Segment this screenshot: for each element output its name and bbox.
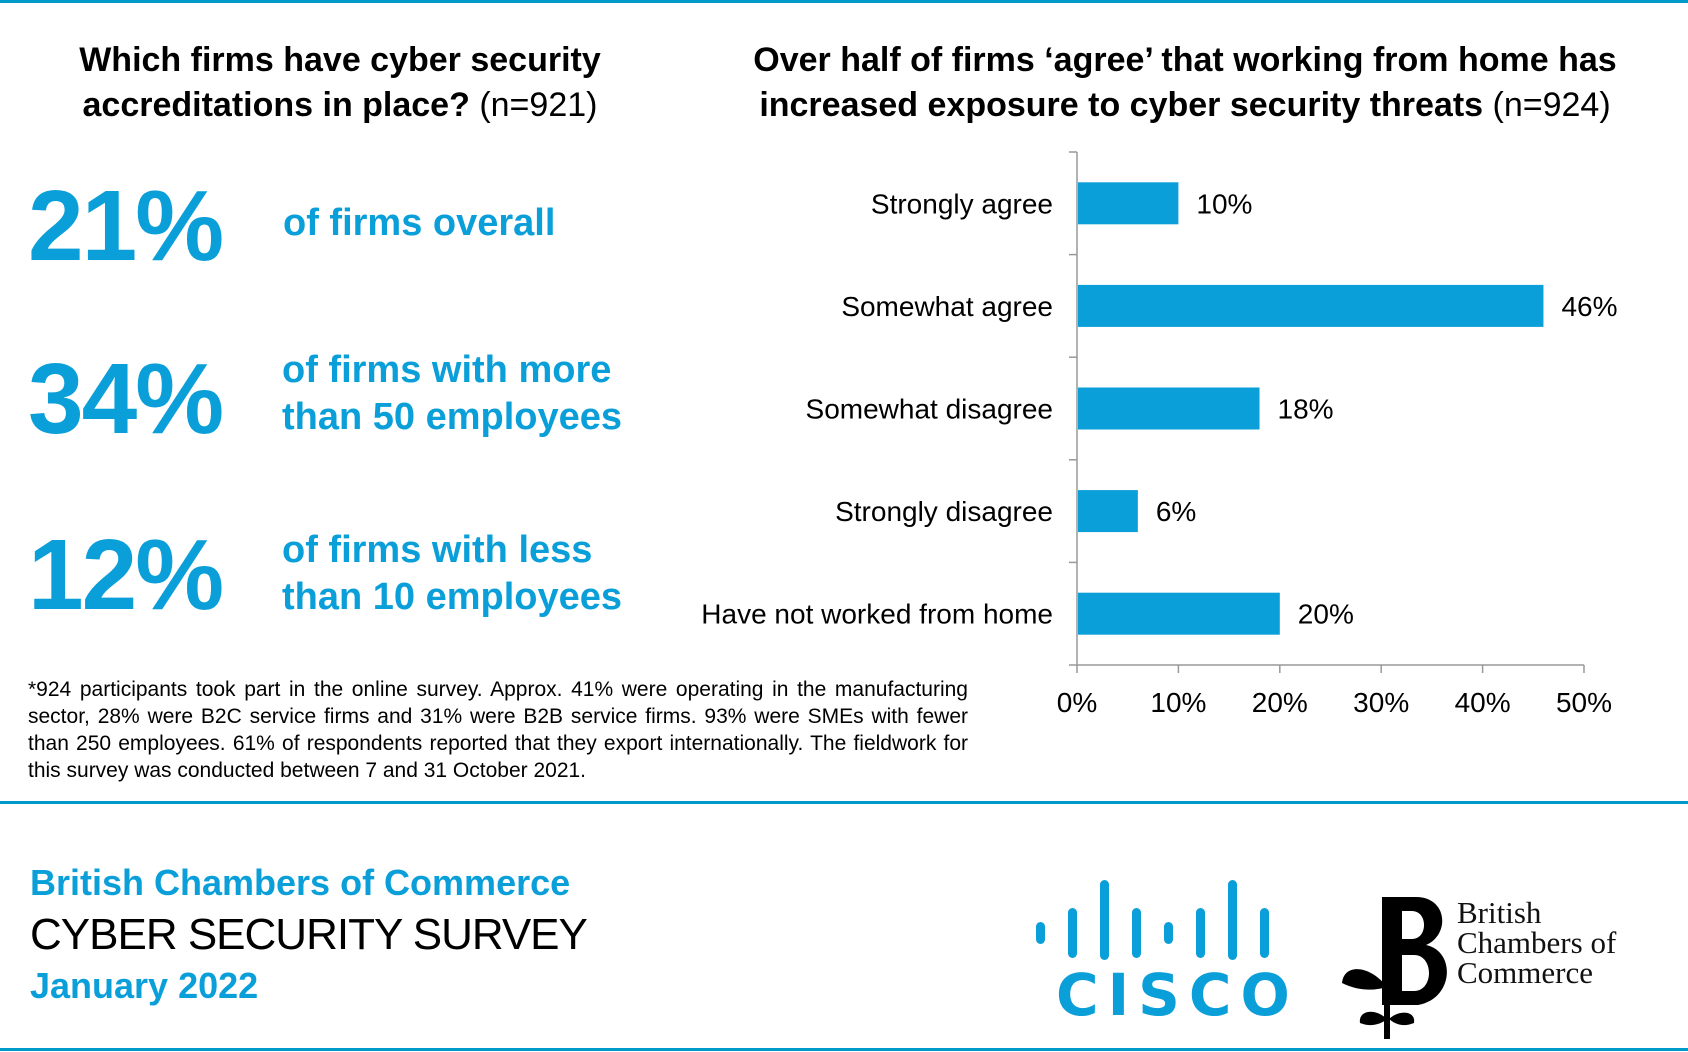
bcc-logo: British Chambers of Commerce bbox=[1340, 895, 1670, 1045]
data-label: 20% bbox=[1298, 599, 1354, 630]
x-tick-label: 50% bbox=[1556, 687, 1612, 718]
bcc-logo-text: British Chambers of Commerce bbox=[1457, 895, 1617, 990]
middle-rule bbox=[0, 801, 1688, 804]
bar bbox=[1078, 182, 1179, 225]
data-label: 10% bbox=[1196, 188, 1252, 219]
bar bbox=[1078, 592, 1280, 635]
category-label: Somewhat agree bbox=[841, 291, 1053, 322]
chart-title: Over half of firms ‘agree’ that working … bbox=[690, 38, 1680, 128]
top-rule bbox=[0, 0, 1688, 3]
cisco-wordmark: CISCO bbox=[1056, 961, 1299, 1029]
stat-large-firms-value: 34% bbox=[28, 343, 224, 455]
stat-small-firms-value: 12% bbox=[28, 519, 224, 631]
data-label: 18% bbox=[1278, 394, 1334, 425]
left-panel-title: Which firms have cyber security accredit… bbox=[20, 38, 660, 128]
category-label: Have not worked from home bbox=[701, 599, 1053, 630]
data-label: 46% bbox=[1561, 291, 1617, 322]
cisco-bars-icon bbox=[1036, 880, 1269, 960]
category-label: Strongly disagree bbox=[835, 496, 1053, 527]
stat-overall-label: of firms overall bbox=[283, 202, 556, 244]
brand-date: January 2022 bbox=[30, 965, 259, 1006]
stat-overall-value: 21% bbox=[28, 170, 224, 282]
x-tick-label: 0% bbox=[1057, 687, 1097, 718]
footnote: *924 participants took part in the onlin… bbox=[28, 678, 968, 782]
brand-org: British Chambers of Commerce bbox=[30, 862, 571, 903]
x-tick-label: 40% bbox=[1455, 687, 1511, 718]
chart-title-bold: Over half of firms ‘agree’ that working … bbox=[753, 41, 1617, 124]
x-tick-label: 10% bbox=[1150, 687, 1206, 718]
chart-title-n: (n=924) bbox=[1492, 86, 1611, 124]
bar bbox=[1078, 284, 1544, 327]
bcc-emblem-icon bbox=[1342, 897, 1447, 1039]
category-label: Somewhat disagree bbox=[806, 394, 1053, 425]
bar bbox=[1078, 387, 1260, 430]
x-tick-label: 20% bbox=[1252, 687, 1308, 718]
bar-chart: 0% 10% 20% 30% 40% 50% Strongly agree 10% Somewh… bbox=[701, 151, 1617, 718]
cisco-logo: CISCO bbox=[1030, 880, 1290, 1024]
left-title-bold: Which firms have cyber security accredit… bbox=[79, 41, 601, 124]
brand-survey: CYBER SECURITY SURVEY bbox=[30, 910, 588, 959]
category-label: Strongly agree bbox=[871, 188, 1053, 219]
x-tick-label: 30% bbox=[1353, 687, 1409, 718]
data-label: 6% bbox=[1156, 496, 1196, 527]
stat-large-firms-label: of firms with more than 50 employees bbox=[282, 349, 623, 438]
bar bbox=[1078, 490, 1138, 533]
left-title-n: (n=921) bbox=[479, 86, 598, 124]
bottom-rule bbox=[0, 1048, 1688, 1051]
stat-small-firms-label: of firms with less than 10 employees bbox=[282, 529, 623, 618]
